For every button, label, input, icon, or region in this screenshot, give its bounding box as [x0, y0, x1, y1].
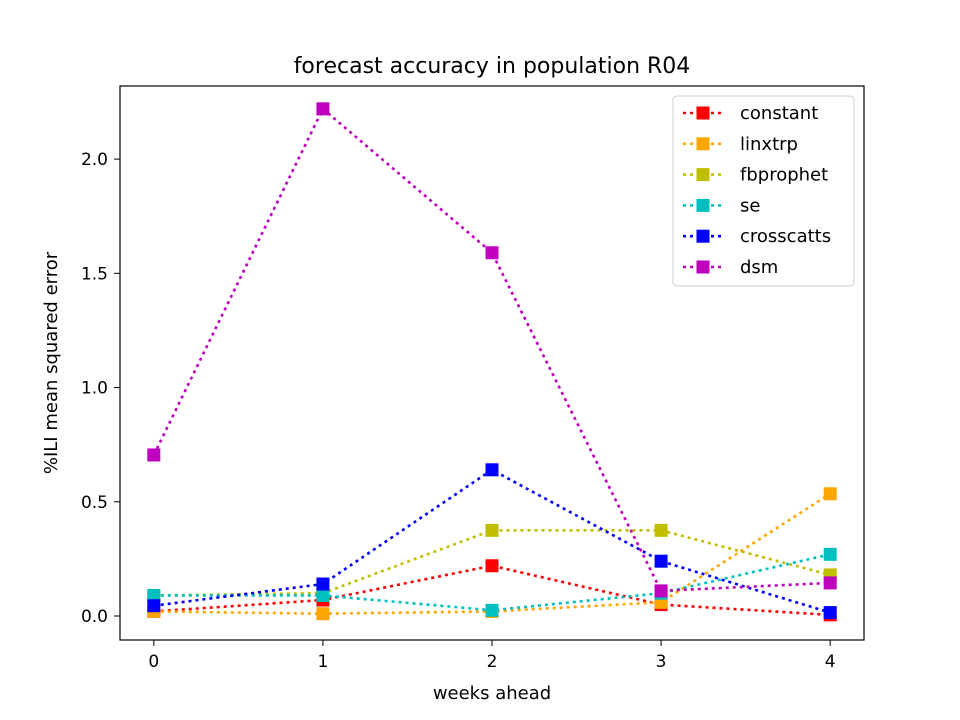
legend-marker — [696, 198, 710, 212]
data-point-crosscatts — [147, 599, 161, 613]
series-line-crosscatts — [153, 468, 831, 614]
x-tick-label: 3 — [656, 652, 667, 672]
data-point-crosscatts — [654, 554, 668, 568]
legend-item-constant: constant — [683, 103, 818, 124]
legend: constant linxtrp fbprophet se crosscatts dsm — [672, 95, 855, 287]
data-point-se — [316, 588, 330, 602]
y-tick-label: 0.5 — [81, 493, 108, 513]
legend-item-fbprophet: fbprophet — [683, 165, 828, 186]
series-line-constant — [153, 564, 831, 617]
legend-item-se: se — [683, 195, 760, 216]
legend-marker — [696, 229, 710, 243]
data-point-linxtrp — [823, 487, 837, 501]
legend-marker — [696, 168, 710, 182]
data-point-dsm — [316, 102, 330, 116]
data-point-constant — [485, 559, 499, 573]
x-tick-label: 4 — [825, 652, 836, 672]
x-tick-label: 1 — [317, 652, 328, 672]
x-tick-label: 0 — [148, 652, 159, 672]
chart-title: forecast accuracy in population R04 — [294, 54, 691, 79]
legend-label: fbprophet — [740, 165, 828, 186]
data-point-crosscatts — [823, 606, 837, 620]
legend-label: dsm — [740, 257, 778, 278]
data-point-se — [485, 603, 499, 617]
x-axis: 0 1 2 3 4 — [148, 640, 836, 672]
data-point-fbprophet — [485, 523, 499, 537]
legend-label: se — [740, 195, 760, 216]
y-tick-label: 1.0 — [81, 379, 108, 399]
y-axis: 0.0 0.5 1.0 1.5 2.0 — [81, 150, 120, 627]
y-tick-label: 1.5 — [81, 264, 108, 284]
series-crosscatts — [147, 463, 837, 620]
legend-item-linxtrp: linxtrp — [683, 134, 798, 155]
x-tick-label: 2 — [487, 652, 498, 672]
legend-marker — [696, 260, 710, 274]
data-point-dsm — [823, 576, 837, 590]
data-point-crosscatts — [485, 463, 499, 477]
x-axis-label: weeks ahead — [433, 683, 551, 704]
legend-label: constant — [740, 103, 818, 124]
y-axis-label: %ILI mean squared error — [41, 251, 62, 474]
data-point-dsm — [147, 448, 161, 462]
series-dsm — [147, 102, 837, 598]
data-point-se — [823, 547, 837, 561]
y-tick-label: 0.0 — [81, 607, 108, 627]
data-point-crosscatts — [316, 577, 330, 591]
legend-item-dsm: dsm — [683, 257, 778, 278]
data-point-fbprophet — [654, 523, 668, 537]
y-tick-label: 2.0 — [81, 150, 108, 170]
legend-marker — [696, 106, 710, 120]
series-line-fbprophet — [153, 529, 831, 597]
series-layer — [147, 102, 837, 622]
legend-label: crosscatts — [740, 226, 831, 247]
legend-label: linxtrp — [740, 134, 798, 155]
data-point-dsm — [485, 246, 499, 260]
legend-item-crosscatts: crosscatts — [683, 226, 831, 247]
data-point-se — [147, 588, 161, 602]
data-point-linxtrp — [316, 607, 330, 621]
data-point-dsm — [654, 584, 668, 598]
legend-marker — [696, 137, 710, 151]
